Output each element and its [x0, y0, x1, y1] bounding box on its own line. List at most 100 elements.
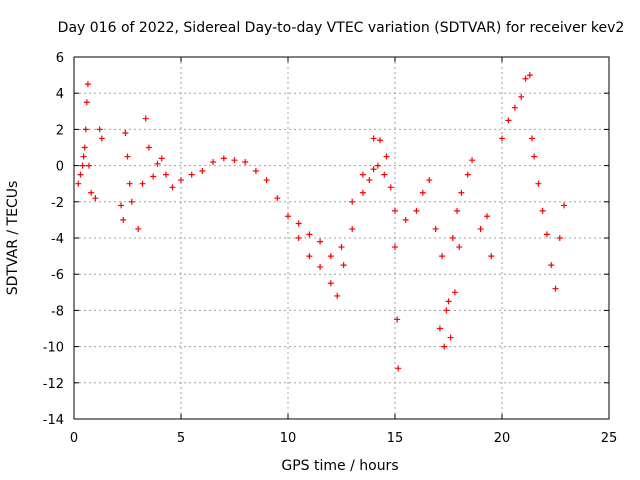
y-axis-label: SDTVAR / TECUs	[5, 181, 21, 296]
data-point	[522, 75, 529, 82]
data-point	[96, 126, 103, 133]
data-point	[370, 135, 377, 142]
data-point	[449, 235, 456, 241]
y-tick-label: -8	[51, 304, 64, 319]
data-point	[447, 334, 454, 341]
data-point	[124, 153, 131, 160]
data-point	[142, 115, 149, 122]
x-tick-label: 15	[387, 431, 404, 446]
data-point	[464, 171, 471, 178]
data-point	[188, 171, 195, 178]
data-point	[118, 202, 125, 209]
data-marks	[75, 72, 568, 372]
data-point	[383, 153, 390, 160]
data-point	[295, 235, 302, 241]
data-point	[295, 220, 302, 227]
data-point	[338, 244, 345, 251]
data-point	[488, 253, 495, 260]
x-tick-label: 0	[70, 431, 78, 446]
data-point	[395, 365, 402, 372]
data-point	[451, 289, 458, 296]
data-point	[150, 173, 157, 180]
data-point	[128, 198, 135, 205]
data-point	[381, 171, 388, 178]
data-point	[528, 135, 535, 142]
data-point	[242, 158, 249, 165]
x-tick-label: 20	[494, 431, 511, 446]
data-point	[370, 166, 377, 173]
y-tick-label: -10	[43, 341, 64, 356]
data-point	[340, 262, 347, 269]
data-point	[349, 225, 356, 232]
data-point	[445, 298, 452, 305]
data-point	[561, 202, 568, 209]
data-point	[505, 117, 512, 124]
data-point	[126, 180, 133, 187]
data-point	[387, 184, 394, 191]
data-point	[306, 231, 313, 238]
data-point	[432, 225, 439, 232]
data-point	[83, 99, 90, 106]
data-point	[317, 238, 324, 245]
data-point	[88, 189, 95, 196]
data-point	[263, 177, 270, 184]
data-point	[441, 343, 448, 350]
data-point	[210, 158, 217, 165]
data-point	[535, 180, 542, 187]
data-point	[359, 189, 366, 196]
data-point	[285, 213, 291, 220]
data-point	[458, 189, 465, 196]
data-point	[274, 195, 281, 202]
data-point	[359, 171, 366, 178]
data-point	[439, 253, 446, 260]
tick-layer: 0 5 10 15 20 25 -14 -12 -10 -8 -6 -4 -2 0 2 4 6	[43, 51, 618, 446]
data-point	[539, 207, 546, 214]
data-point	[158, 155, 165, 162]
data-point	[135, 225, 142, 232]
data-point	[145, 144, 152, 151]
data-point	[154, 160, 161, 167]
data-point	[163, 171, 170, 178]
y-tick-label: -6	[51, 268, 64, 283]
data-point	[122, 130, 129, 137]
data-point	[79, 162, 86, 169]
data-point	[469, 157, 476, 164]
data-point	[484, 213, 491, 220]
data-point	[454, 207, 461, 214]
data-point	[327, 280, 334, 287]
data-point	[548, 262, 555, 269]
data-point	[327, 253, 334, 260]
data-point	[252, 168, 259, 175]
y-tick-label: 4	[56, 87, 64, 102]
data-point	[402, 216, 409, 223]
data-point	[349, 198, 356, 205]
data-point	[543, 231, 550, 238]
y-tick-label: -12	[43, 377, 64, 392]
data-point	[199, 168, 206, 175]
data-point	[178, 177, 184, 184]
data-point	[511, 104, 518, 111]
data-point	[477, 225, 484, 232]
data-point	[306, 253, 313, 260]
data-point	[419, 189, 426, 196]
chart-title: Day 016 of 2022, Sidereal Day-to-day VTE…	[58, 20, 625, 36]
y-tick-label: -4	[51, 232, 64, 247]
data-point	[552, 285, 559, 292]
grid-layer	[74, 57, 609, 419]
data-point	[413, 207, 420, 214]
data-point	[77, 171, 84, 178]
data-point	[231, 157, 238, 164]
data-point	[80, 153, 87, 160]
data-point	[139, 180, 146, 187]
data-point	[220, 155, 227, 162]
data-point	[85, 162, 92, 169]
x-tick-label: 5	[177, 431, 185, 446]
data-point	[82, 126, 89, 133]
y-tick-label: -14	[43, 413, 64, 428]
data-point	[456, 244, 463, 251]
data-point	[518, 93, 525, 100]
x-tick-label: 10	[280, 431, 297, 446]
data-point	[374, 162, 381, 169]
x-tick-label: 25	[601, 431, 618, 446]
